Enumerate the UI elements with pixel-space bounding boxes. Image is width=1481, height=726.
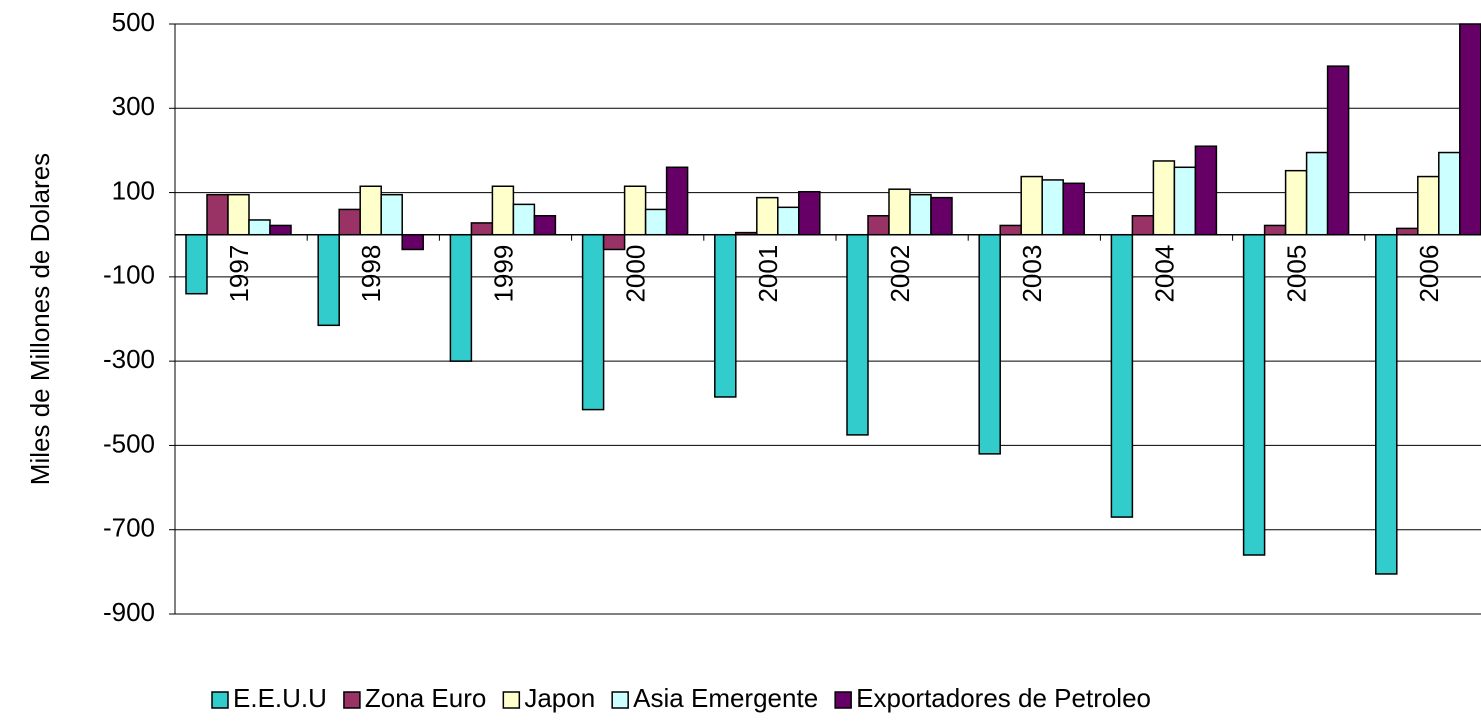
bar (206, 193, 229, 236)
bar (714, 233, 737, 398)
bar (269, 224, 292, 236)
bar (248, 219, 271, 236)
x-tick-label: 1997 (224, 245, 254, 303)
bar (777, 206, 800, 236)
bar (867, 215, 890, 236)
legend-label: Exportadores de Petroleo (856, 683, 1151, 713)
legend-swatch (834, 691, 852, 709)
bar (623, 185, 647, 236)
bar (1041, 179, 1064, 236)
bar (930, 196, 953, 236)
y-tick-label: -500 (103, 428, 155, 458)
bar (644, 208, 668, 236)
bar (512, 203, 536, 236)
bar (1375, 233, 1398, 575)
bar (798, 190, 821, 236)
bar (1062, 182, 1085, 236)
bar (338, 208, 361, 236)
legend-swatch (211, 691, 229, 709)
bar (756, 196, 779, 236)
bar (359, 185, 382, 236)
y-tick-label: 100 (112, 175, 155, 205)
bar (1284, 169, 1308, 236)
bar (1110, 233, 1134, 518)
x-tick-label: 2002 (885, 245, 915, 303)
legend-label: Japon (524, 683, 595, 713)
bar (1242, 233, 1266, 556)
legend-swatch (611, 691, 629, 709)
legend-swatch (502, 691, 521, 709)
bar (185, 233, 208, 295)
bar (449, 233, 473, 362)
bar (978, 233, 1001, 455)
bar (1305, 151, 1329, 236)
x-tick-label: 2004 (1149, 245, 1179, 303)
x-tick-label: 2005 (1282, 245, 1312, 303)
legend-swatch (343, 691, 361, 709)
bar (401, 233, 424, 251)
legend-label: E.E.U.U (233, 683, 327, 713)
x-tick-label: 2006 (1414, 245, 1444, 303)
bar (1396, 227, 1419, 236)
x-tick-label: 1998 (356, 245, 386, 303)
bar (581, 233, 605, 411)
bar (1131, 215, 1155, 236)
bar (1263, 224, 1287, 236)
bar (1459, 23, 1481, 236)
bar (665, 166, 689, 236)
x-tick-label: 1999 (488, 245, 518, 303)
bar (999, 224, 1022, 236)
bar (470, 222, 494, 236)
legend-label: Zona Euro (365, 683, 486, 713)
y-tick-label: -100 (103, 260, 155, 290)
bar (1020, 175, 1043, 236)
y-tick-label: 300 (112, 91, 155, 121)
bar (1438, 151, 1461, 236)
y-tick-label: -900 (103, 597, 155, 627)
bar (227, 193, 250, 236)
x-tick-label: 2003 (1017, 245, 1047, 303)
bar (909, 193, 932, 236)
bar (846, 233, 869, 436)
y-axis-label: Miles de Millones de Dolares (25, 153, 55, 485)
bar (533, 215, 557, 236)
y-tick-label: 500 (112, 7, 155, 37)
bar (1152, 160, 1176, 236)
x-tick-label: 2001 (753, 245, 783, 303)
bar (317, 233, 340, 327)
bar (491, 185, 515, 236)
bar (1417, 175, 1440, 236)
y-tick-label: -300 (103, 344, 155, 374)
bar (1173, 166, 1197, 236)
bar (380, 193, 403, 236)
legend-label: Asia Emergente (633, 683, 818, 713)
y-tick-label: -700 (103, 513, 155, 543)
bar (888, 188, 911, 236)
bar (1194, 145, 1218, 236)
x-tick-label: 2000 (621, 245, 651, 303)
bar (1326, 65, 1350, 236)
